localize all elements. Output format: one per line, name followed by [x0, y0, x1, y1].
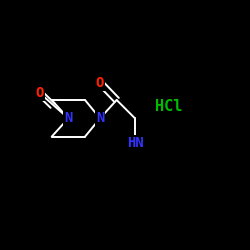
Text: HN: HN: [127, 136, 144, 150]
Text: O: O: [35, 86, 44, 100]
Text: N: N: [64, 111, 72, 125]
Text: HCl: HCl: [155, 99, 182, 114]
Text: N: N: [96, 111, 104, 125]
Text: O: O: [96, 76, 104, 90]
